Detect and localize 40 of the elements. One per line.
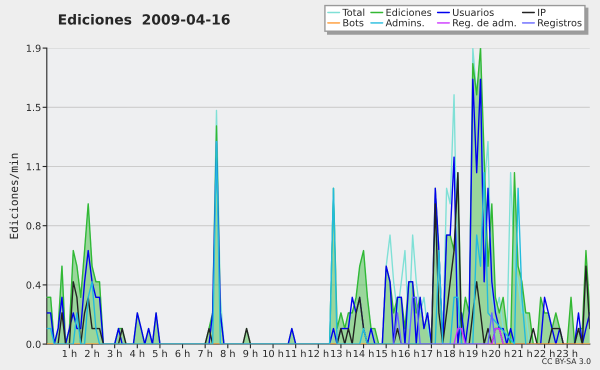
legend-label: Ediciones — [386, 8, 432, 16]
legend-label: Total — [342, 8, 364, 16]
x-tick-label: 7 h — [198, 350, 212, 358]
x-tick-label: 21 h — [512, 350, 532, 358]
x-tick-label: 4 h — [130, 350, 144, 358]
line-series — [46, 140, 526, 344]
y-tick-label: 0.8 — [26, 222, 41, 230]
y-tick-label: 1.9 — [26, 44, 41, 52]
y-tick-label: 0.4 — [26, 281, 41, 289]
y-tick-label: 0.0 — [26, 340, 41, 348]
x-tick-label: 3 h — [108, 350, 122, 358]
x-tick-label: 16 h — [399, 350, 419, 358]
x-tick-label: 11 h — [286, 350, 306, 358]
x-tick-label: 9 h — [243, 350, 258, 358]
legend-label: Registros — [538, 18, 582, 28]
x-tick-label: 10 h — [263, 350, 284, 358]
legend-label: Usuarios — [453, 8, 494, 16]
x-tick-label: 23 h — [557, 350, 578, 358]
x-tick-label: 1 h — [62, 350, 76, 358]
legend-label: Bots — [343, 19, 364, 26]
x-tick-label: 12 h — [308, 350, 328, 358]
chart-title: Ediciones 2009-04-16 — [58, 14, 230, 25]
x-tick-label: 18 h — [444, 350, 464, 358]
legend-label: IP — [538, 8, 546, 16]
x-tick-label: 22 h — [534, 350, 555, 358]
x-tick-label: 6 h — [176, 350, 190, 358]
x-tick-label: 5 h — [152, 350, 167, 358]
x-tick-label: 2 h — [85, 350, 99, 358]
x-tick-label: 13 h — [331, 350, 351, 358]
x-tick-label: 14 h — [354, 350, 374, 358]
x-tick-label: 20 h — [489, 350, 510, 358]
x-tick-label: 15 h — [376, 350, 396, 358]
x-tick-label: 8 h — [220, 350, 235, 358]
y-tick-label: 1.5 — [26, 104, 40, 112]
x-tick-label: 19 h — [466, 350, 487, 358]
x-tick-label: 17 h — [422, 350, 442, 358]
y-tick-label: 1.1 — [26, 163, 40, 170]
legend-label: Admins. — [386, 18, 424, 26]
y-axis-title: Ediciones/min — [9, 154, 19, 239]
legend-label: Reg. de adm. — [453, 18, 516, 28]
